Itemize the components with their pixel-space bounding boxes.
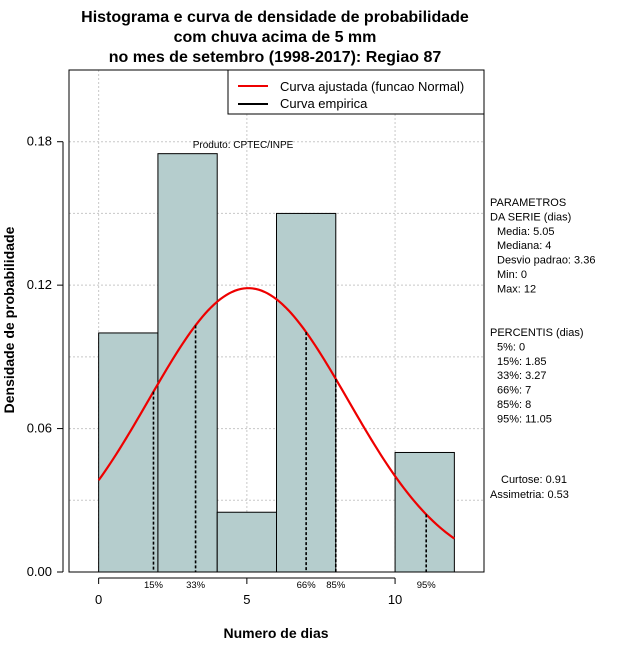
- histogram-bars: [98, 153, 455, 573]
- title-line-2: com chuva acima de 5 mm: [174, 29, 377, 46]
- y-tick-label: 0.00: [27, 564, 52, 579]
- y-axis: 0.00 0.06 0.12 0.18: [27, 134, 64, 579]
- legend-normal-label: Curva ajustada (funcao Normal): [280, 79, 464, 94]
- y-axis-label: Densidade de probabilidade: [1, 226, 17, 413]
- y-tick-label: 0.18: [27, 134, 52, 149]
- statistics-panel: PARAMETROS DA SERIE (dias) Media: 5.05 Medi…: [490, 197, 595, 501]
- legend: Curva ajustada (funcao Normal) Curva emp…: [227, 69, 485, 115]
- x-tick-label: 10: [388, 592, 402, 607]
- histogram-bar-1: [157, 153, 218, 573]
- normal-curve-line: [97, 287, 455, 540]
- chart-title: Histograma e curva de densidade de proba…: [81, 9, 469, 66]
- legend-empirical-label: Curva empirica: [280, 96, 368, 111]
- stat-percentil-2: 15%: 1.85: [497, 356, 547, 368]
- title-line-3: no mes de setembro (1998-2017): Regiao 8…: [109, 49, 442, 66]
- stat-curtose: Curtose: 0.91: [501, 474, 567, 486]
- histogram-bar-0: [98, 332, 159, 573]
- stat-percentil-5: 85%: 8: [497, 399, 531, 411]
- legend-box: [227, 69, 485, 115]
- stat-parametro-5: Min: 0: [497, 269, 527, 281]
- histogram-bar-2: [216, 511, 277, 573]
- title-line-1: Histograma e curva de densidade de proba…: [81, 9, 469, 26]
- stat-percentil-6: 95%: 11.05: [497, 413, 552, 425]
- normal-curve: [97, 287, 455, 540]
- stat-percentil-4: 66%: 7: [497, 385, 531, 397]
- stat-percentil-1: 5%: 0: [497, 341, 525, 353]
- percentile-label-95: 95%: [417, 580, 437, 591]
- stat-parametro-2: Media: 5.05: [497, 226, 554, 238]
- stat-parametro-3: Mediana: 4: [497, 240, 551, 252]
- stat-parametro-6: Max: 12: [497, 283, 536, 295]
- stat-parametro-1: DA SERIE (dias): [490, 211, 571, 223]
- stat-parametro-0: PARAMETROS: [490, 197, 566, 209]
- stat-percentil-3: 33%: 3.27: [497, 370, 547, 382]
- x-axis-label: Numero de dias: [223, 625, 328, 641]
- product-label: Produto: CPTEC/INPE: [193, 140, 294, 151]
- x-tick-label: 0: [95, 592, 102, 607]
- stat-parametro-4: Desvio padrao: 3.36: [497, 255, 595, 267]
- percentile-label-85: 85%: [326, 580, 346, 591]
- stat-assimetria: Assimetria: 0.53: [490, 489, 569, 501]
- percentile-label-66: 66%: [297, 580, 317, 591]
- percentile-label-33: 33%: [186, 580, 206, 591]
- x-axis: 0 5 10: [95, 577, 402, 607]
- stat-percentil-0: PERCENTIS (dias): [490, 327, 584, 339]
- percentile-label-15: 15%: [144, 580, 164, 591]
- x-tick-label: 5: [243, 592, 250, 607]
- y-tick-label: 0.12: [27, 277, 52, 292]
- y-tick-label: 0.06: [27, 421, 52, 436]
- percentile-markers: 15% 33% 66% 85% 95%: [144, 325, 436, 591]
